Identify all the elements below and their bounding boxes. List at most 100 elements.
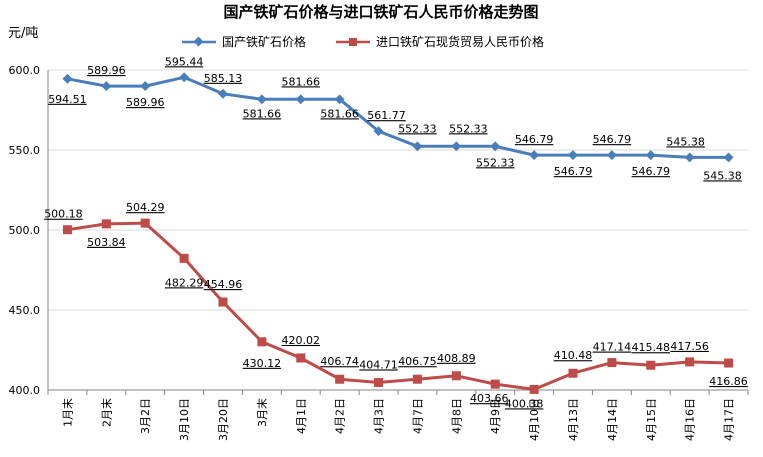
series-1-point [412,374,422,384]
x-tick-label: 4月7日 [411,398,424,434]
series-0-point [568,150,578,161]
y-axis-unit: 元/吨 [8,26,38,41]
series-0-point [62,73,73,84]
series-0-point [140,81,151,92]
x-tick-label: 2月末 [99,398,113,427]
x-tick-label: 4月2日 [334,398,347,434]
data-label: 404.71 [359,358,398,371]
series-layer [62,72,734,394]
data-label: 545.38 [666,135,705,148]
series-0-point [606,150,617,161]
series-0-point [412,141,423,152]
legend-item-domestic: 国产铁矿石价格 [182,34,306,49]
data-label: 552.33 [476,156,515,169]
data-label: 406.75 [398,355,437,368]
data-label: 482.29 [165,276,204,289]
data-label: 546.79 [554,165,593,178]
series-0-point [256,94,267,105]
series-1-point [646,360,656,370]
x-tick-label: 3月20日 [217,398,230,441]
legend: 国产铁矿石价格 进口铁矿石现货贸易人民币价格 [182,34,544,49]
series-0-point [295,94,306,105]
x-tick-label: 4月8日 [450,398,463,434]
series-1-point [335,374,345,384]
series-line-0 [67,75,729,159]
series-line-1 [67,221,729,391]
x-tick-label: 4月17日 [723,398,736,441]
series-1-point [101,219,111,229]
series-0-point [451,141,462,152]
x-tick-label: 4月10日 [528,398,541,441]
series-1-point [257,337,267,347]
series-0-point [179,72,190,83]
x-tick-label: 4月3日 [373,398,386,434]
series-1-point [568,368,578,378]
series-1-point [607,358,617,368]
series-1-point [140,218,150,228]
x-tick-labels: 1月末 2月末 3月2日 3月10日 3月20日 3月末 4月1日 4月2日 4月3日 4月7日 4… [60,398,735,441]
series-1-point [451,371,461,381]
data-label: 406.74 [320,355,359,368]
series-1-point [218,297,228,307]
x-tick-label: 4月16日 [684,398,697,441]
x-tick-label: 4月1日 [295,398,308,434]
series-0-point [645,150,656,161]
series-0-point [490,141,501,152]
data-label: 589.96 [126,96,165,109]
y-tick-label: 550.0 [9,144,41,157]
data-label: 454.96 [204,278,243,291]
data-label: 416.86 [709,375,748,388]
series-1-point [490,379,500,389]
legend-label-import: 进口铁矿石现货贸易人民币价格 [376,34,544,49]
series-1-point [374,377,384,387]
x-tick-label: 4月13日 [567,398,580,441]
series-1-point [62,225,72,235]
data-label: 504.29 [126,201,165,214]
chart-title: 国产铁矿石价格与进口铁矿石人民币价格走势图 [223,3,538,21]
data-label: 410.48 [554,349,593,362]
data-label: 546.79 [593,133,632,146]
x-tick-label: 1月末 [60,398,74,427]
series-1-point [296,353,306,363]
legend-marker-domestic [193,36,204,47]
data-label: 581.66 [320,107,359,120]
series-0-point [373,126,384,137]
data-label: 415.48 [632,341,671,354]
x-tick-label: 4月15日 [645,398,658,441]
x-tick-label: 3月末 [255,398,269,427]
data-label: 546.79 [515,133,554,146]
axes [47,70,749,395]
data-label: 552.33 [398,122,437,135]
data-label: 581.66 [243,107,282,120]
y-tick-labels: 600.0 550.0 500.0 450.0 400.0 [9,64,41,397]
data-label: 417.56 [670,340,709,353]
series-0-point [723,152,734,163]
legend-label-domestic: 国产铁矿石价格 [222,34,306,49]
y-tick-label: 500.0 [9,224,41,237]
series-1-point [685,357,695,367]
x-tick-label: 3月10日 [178,398,191,441]
series-1-point [724,358,734,368]
data-label: 561.77 [367,109,406,122]
x-tick-label: 4月9日 [489,398,502,434]
data-label: 400.38 [505,397,544,410]
data-label: 417.14 [593,341,632,354]
x-tick-label: 4月14日 [606,398,619,441]
data-label: 595.44 [165,55,204,68]
data-label: 545.38 [703,169,742,182]
y-tick-label: 600.0 [9,64,41,77]
data-label: 430.12 [243,357,282,370]
data-label: 552.33 [449,122,488,135]
series-0-point [218,88,228,99]
data-label: 546.79 [632,165,671,178]
data-label: 594.51 [48,93,87,106]
data-label: 585.13 [204,72,243,85]
data-label: 589.96 [87,64,126,77]
data-label: 500.18 [44,208,83,221]
data-label: 408.89 [437,352,476,365]
data-label: 420.02 [282,334,321,347]
y-tick-label: 450.0 [9,304,41,317]
legend-marker-import [349,38,357,46]
